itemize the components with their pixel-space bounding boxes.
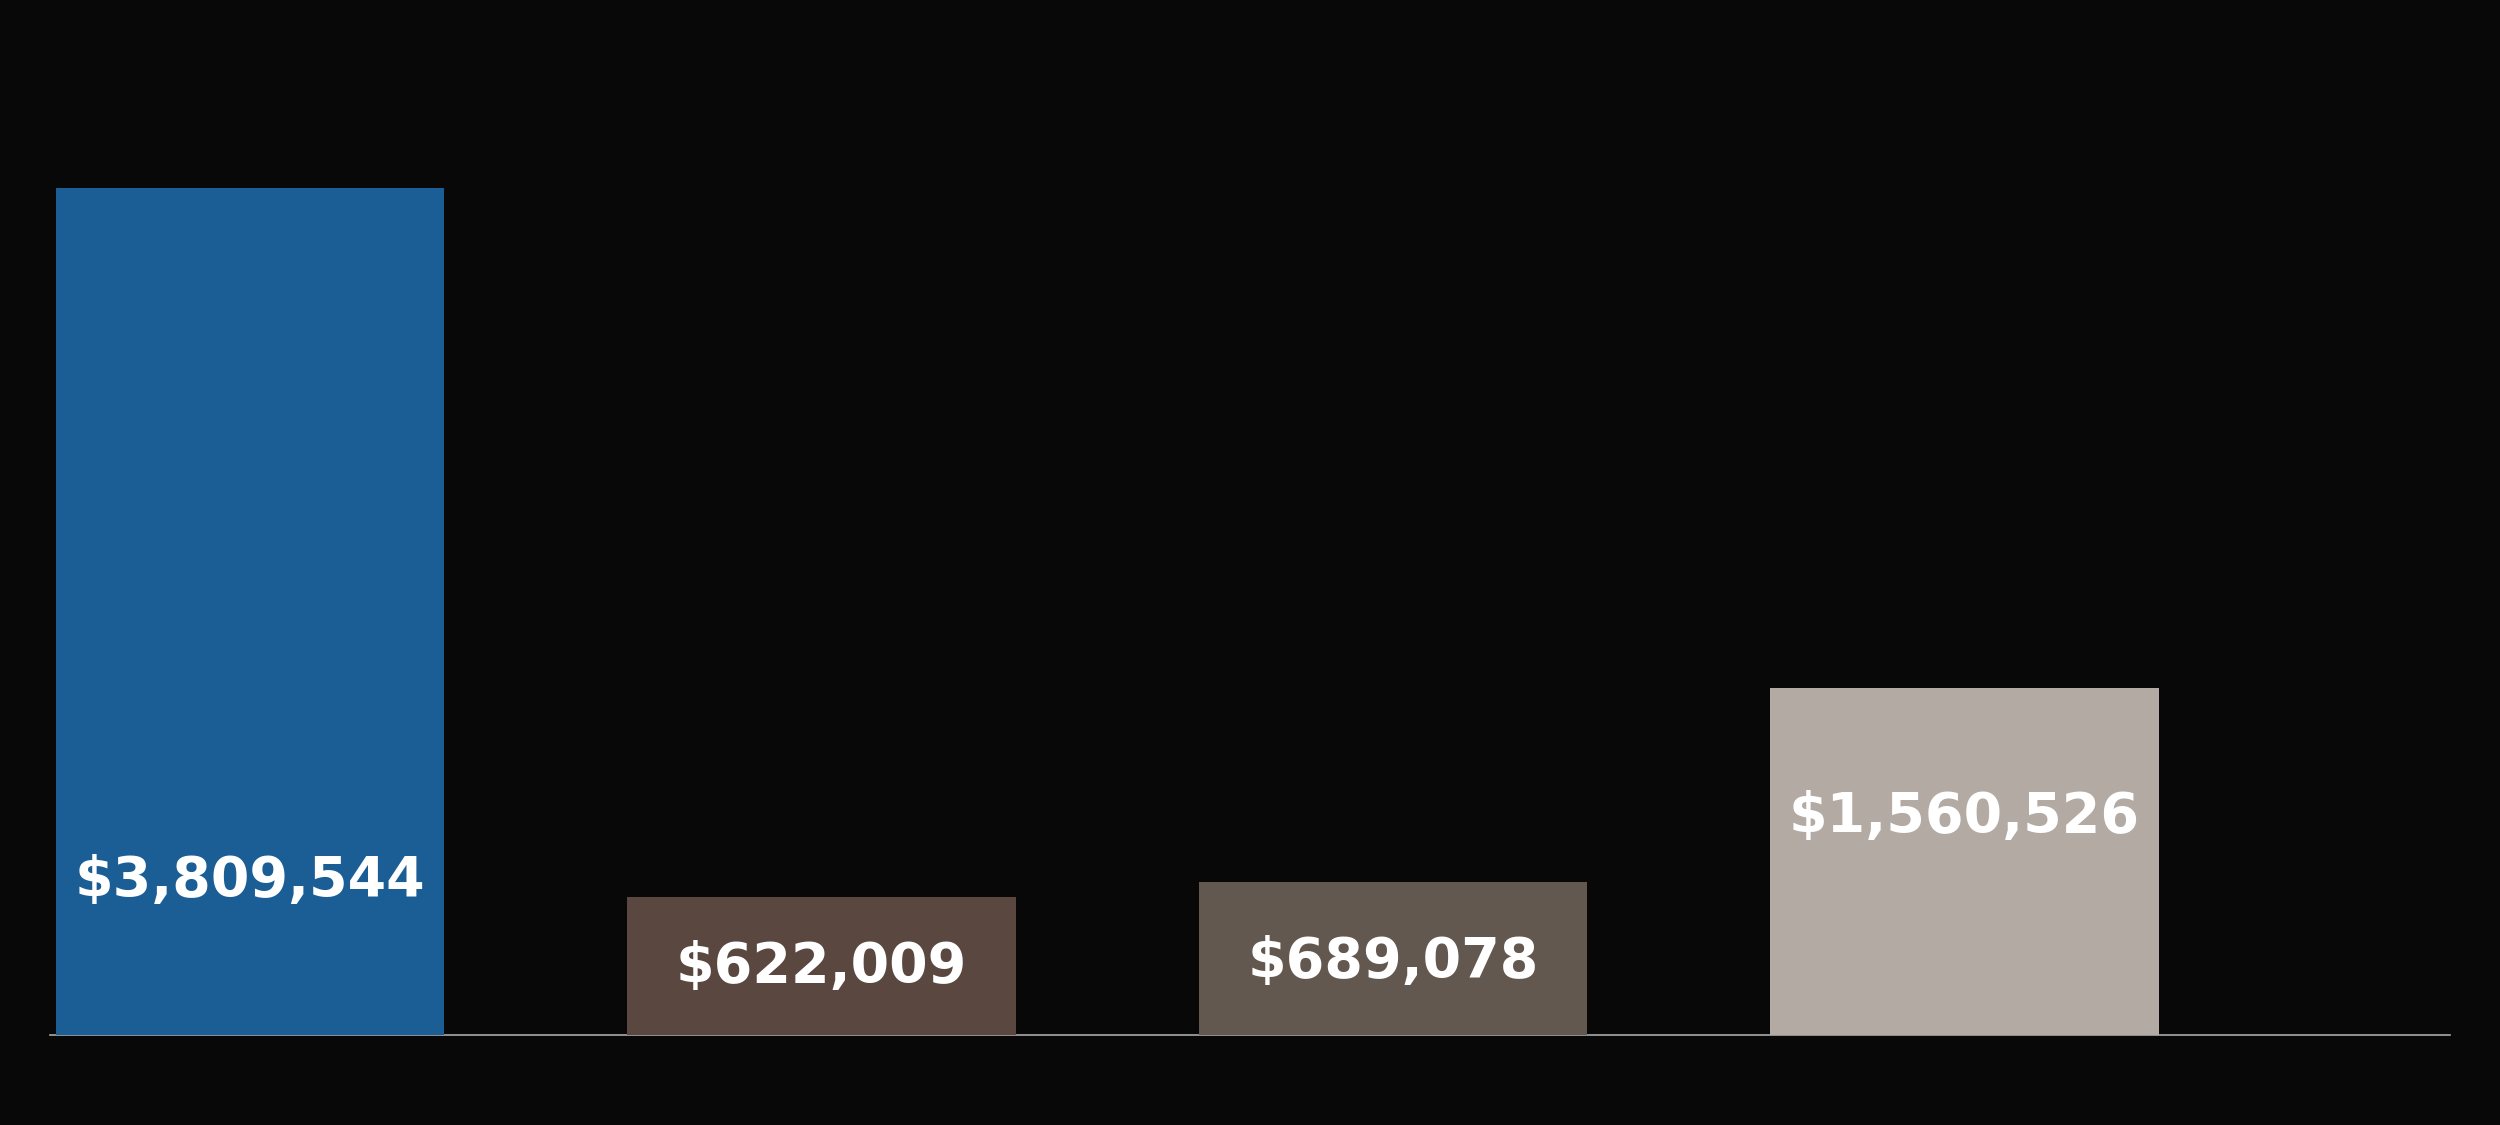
Bar — [1770, 688, 2158, 1035]
Bar — [1198, 882, 1588, 1035]
Text: $689,078: $689,078 — [1248, 935, 1538, 989]
Bar — [628, 897, 1015, 1035]
Text: $622,009: $622,009 — [675, 939, 968, 993]
Text: $1,560,526: $1,560,526 — [1788, 790, 2140, 844]
Bar — [55, 188, 445, 1035]
Text: $3,809,544: $3,809,544 — [75, 854, 425, 908]
